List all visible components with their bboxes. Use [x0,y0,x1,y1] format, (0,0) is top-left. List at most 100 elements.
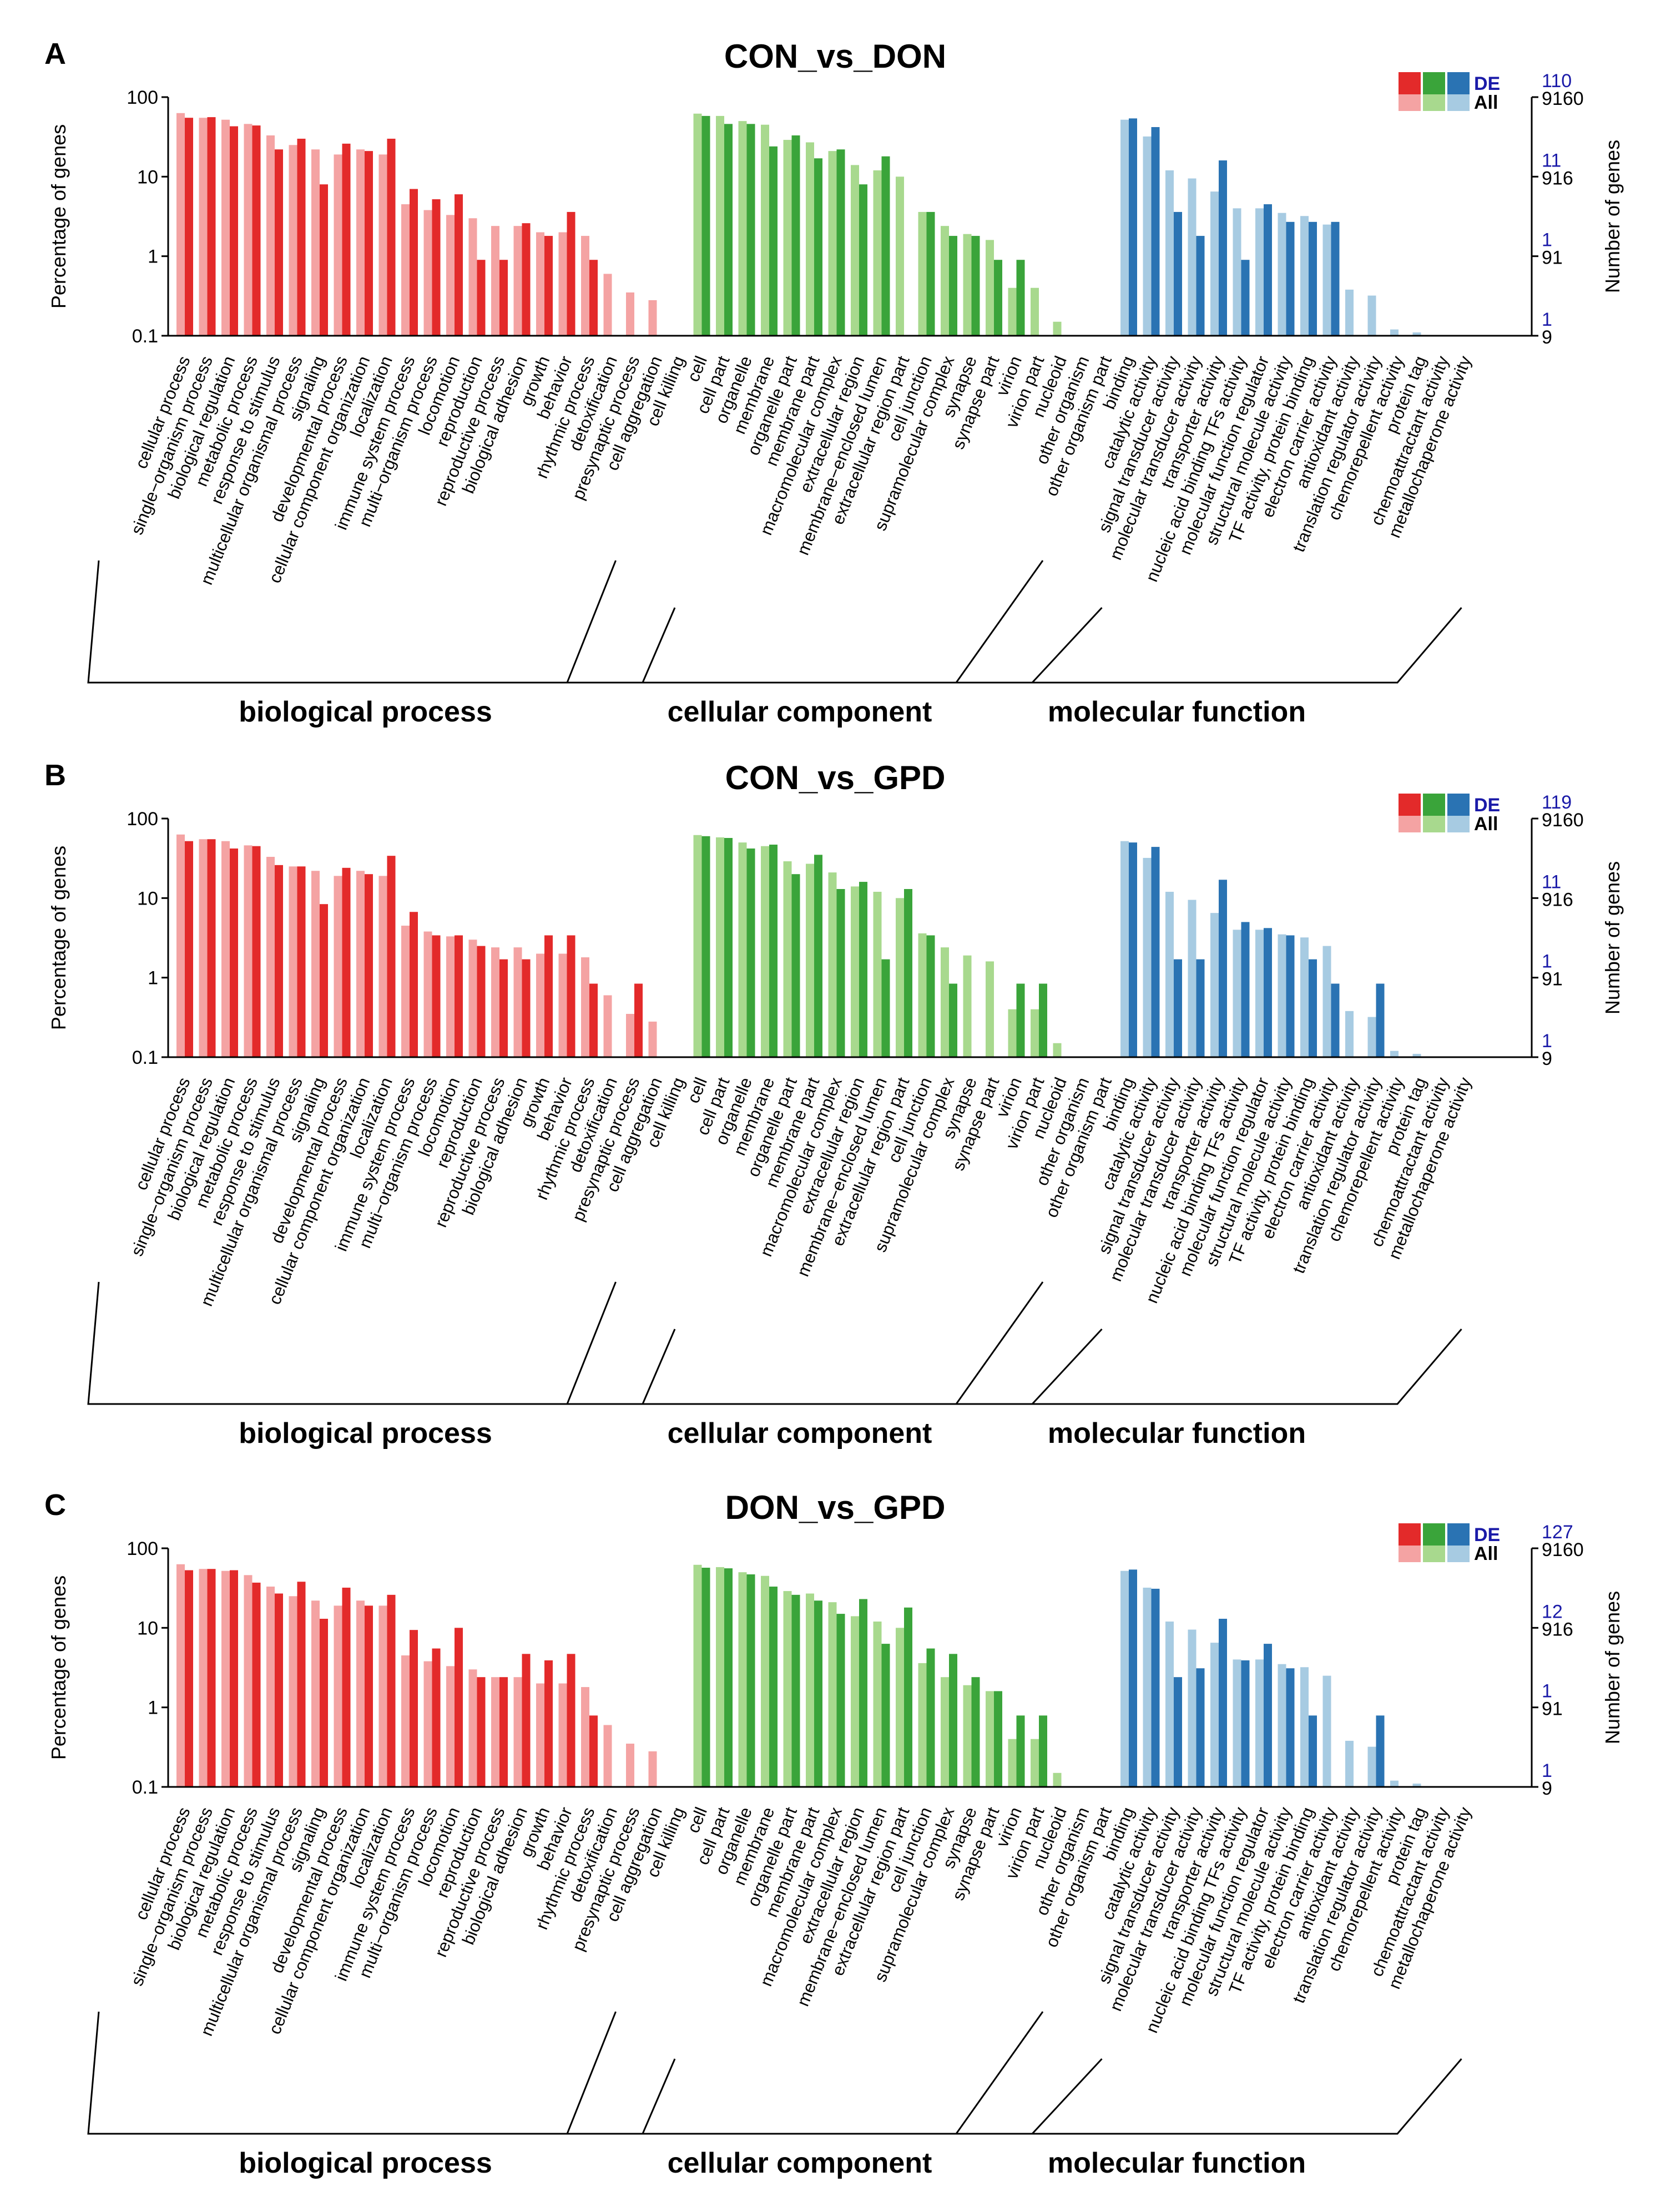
right-tick-label-de: 1 [1542,309,1552,330]
left-tick-label: 100 [127,809,158,830]
bar-de-signal-transducer-activity [1174,211,1182,336]
bar-all-single-organism-process [199,118,208,336]
bar-all-nucleic-acid-binding-tfs-activity [1233,930,1241,1057]
bar-all-biological-adhesion [513,226,522,336]
bar-all-multicellular-organismal-process [289,1596,297,1787]
bar-all-signal-transducer-activity [1165,170,1174,336]
bar-all-cellular-component-organization [356,149,365,336]
bar-all-reproduction [468,218,477,336]
bar-de-structural-molecule-activity [1286,221,1295,336]
bar-de-membrane [769,1587,778,1787]
y-axis-label: Percentage of genes [47,846,70,1030]
group-label-mf: molecular function [1048,2147,1306,2179]
bar-de-cell [701,836,710,1057]
bar-de-molecular-transducer-activity [1196,236,1205,336]
legend-swatch-de-cc [1423,794,1445,816]
bar-all-membrane-part [806,1593,814,1787]
bar-all-extracellular-region-part [896,1628,904,1787]
bar-de-multicellular-organismal-process [297,138,306,336]
bar-de-response-to-stimulus [275,1593,283,1787]
bar-de-transporter-activity [1219,880,1227,1057]
bar-all-cell [693,1564,702,1787]
bar-de-molecular-function-regulator [1264,204,1272,336]
bar-all-membrane-enclosed-lumen [873,1621,882,1787]
bar-de-cell-junction [926,935,935,1057]
bar-de-organelle-part [791,135,800,336]
bar-de-multicellular-organismal-process [297,1582,306,1787]
bar-de-translation-regulator-activity [1376,1715,1385,1787]
panel-letter: A [44,37,66,70]
bar-de-organelle [746,849,755,1057]
bar-de-locomotion [455,194,463,336]
bar-de-extracellular-region [859,1599,867,1787]
bar-all-reproduction [468,940,477,1057]
left-tick-label: 10 [137,888,158,909]
bar-de-molecular-function-regulator [1264,928,1272,1057]
bar-all-chemorepellent-activity [1390,1051,1399,1057]
bar-all-virion-part [1031,1009,1039,1057]
bar-de-electron-carrier-activity [1331,983,1340,1057]
left-tick-label: 0.1 [132,1777,158,1798]
bar-de-membrane-part [814,855,822,1057]
bar-all-single-organism-process [199,839,208,1057]
bar-all-translation-regulator-activity [1367,1746,1376,1787]
bar-de-multi-organism-process [432,199,441,336]
legend-swatch-de-mf [1447,72,1470,94]
bar-all-cellular-process [176,834,185,1057]
legend-swatch-de-mf [1447,1523,1470,1546]
bar-all-metabolic-process [244,845,253,1057]
bar-all-cell-aggregation [648,300,657,336]
bar-all-signal-transducer-activity [1165,891,1174,1057]
y2-axis-label: Number of genes [1601,1591,1624,1744]
bar-all-nucleoid [1053,321,1062,336]
group-bracket-bp [87,2011,676,2135]
bar-all-translation-regulator-activity [1367,295,1376,336]
bar-de-extracellular-region-part [904,1607,912,1787]
group-label-bp: biological process [239,696,492,728]
right-tick-label-all: 9160 [1542,1539,1584,1560]
bar-all-behavior [558,1683,567,1787]
bar-de-catalytic-activity [1151,1588,1160,1787]
bar-all-membrane-enclosed-lumen [873,170,882,336]
legend-swatch-de-bp [1399,1523,1421,1546]
right-tick-label-de: 1 [1542,1031,1552,1052]
bar-all-presynaptic-process [626,1744,634,1787]
bar-all-binding [1120,119,1129,336]
right-tick-label-all: 91 [1542,969,1563,990]
bar-all-immune-system-process [401,926,410,1057]
bar-all-growth [536,232,544,336]
bar-all-cell [693,113,702,336]
bar-de-cellular-component-organization [365,1605,373,1787]
legend-swatch-de-bp [1399,72,1421,94]
bar-de-developmental-process [342,1587,351,1787]
bar-all-developmental-process [334,876,342,1057]
group-label-mf: molecular function [1048,696,1306,728]
right-tick-label-de: 1 [1542,1681,1552,1702]
left-tick-label: 0.1 [132,326,158,347]
bar-all-extracellular-region [851,886,859,1057]
right-tick-label-all: 916 [1542,889,1573,910]
bar-de-locomotion [455,1628,463,1787]
bar-de-immune-system-process [410,912,418,1057]
bar-all-synapse-part [986,1691,994,1787]
bar-de-developmental-process [342,143,351,336]
group-bracket-mf [955,2011,1462,2135]
bar-all-organelle [738,842,747,1057]
bar-all-structural-molecule-activity [1278,1664,1286,1787]
bar-all-nucleoid [1053,1772,1062,1787]
bar-all-developmental-process [334,154,342,336]
bar-all-protein-tag [1412,1054,1421,1057]
y2-axis-label: Number of genes [1601,140,1624,293]
bar-all-synapse [963,955,972,1057]
bar-all-supramolecular-complex [941,226,949,336]
right-tick-label-all: 9160 [1542,88,1584,109]
bar-de-nucleic-acid-binding-tfs-activity [1241,260,1250,336]
bar-de-membrane-enclosed-lumen [881,1644,890,1787]
bar-all-response-to-stimulus [266,1587,275,1787]
bar-all-rhythmic-process [581,957,589,1057]
bar-all-transporter-activity [1210,191,1219,336]
bar-de-multi-organism-process [432,935,441,1057]
y-axis-label: Percentage of genes [47,1575,70,1760]
bar-de-metabolic-process [252,1582,261,1787]
bar-de-nucleic-acid-binding-tfs-activity [1241,1660,1250,1787]
